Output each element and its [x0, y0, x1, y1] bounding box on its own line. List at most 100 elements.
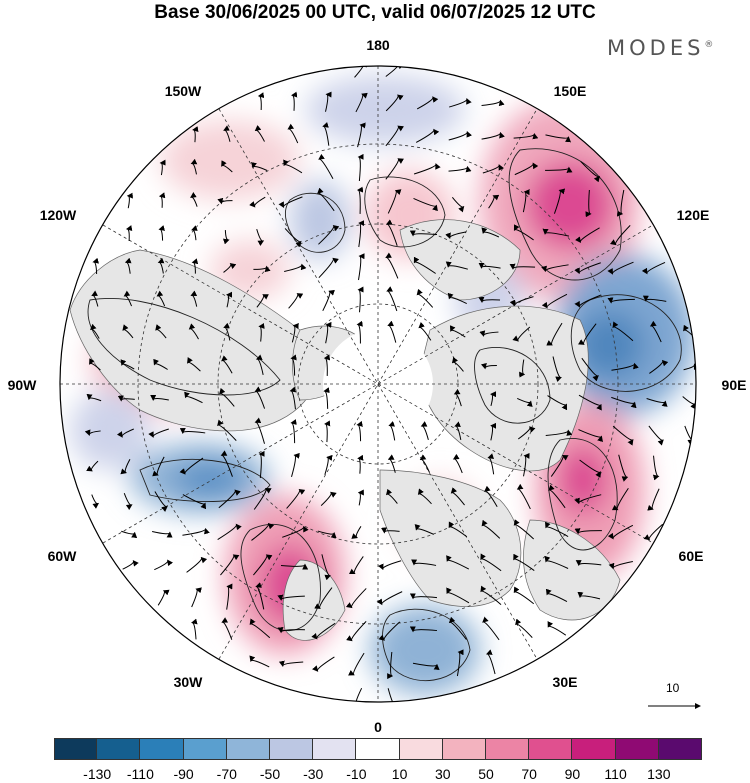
wind-vector-arrow [182, 527, 210, 536]
colorbar-tick-label: 50 [478, 766, 494, 782]
colorbar-tick-label: -130 [83, 766, 112, 782]
wind-vector-arrow [481, 131, 505, 140]
wind-vector-arrow [325, 321, 332, 344]
wind-vector-arrow [448, 165, 472, 173]
wind-vector-arrow [179, 457, 204, 475]
wind-vector-arrow [448, 521, 468, 538]
wind-vector-arrow [154, 491, 168, 512]
wind-vector-arrow [355, 92, 368, 113]
wind-vector-arrow [387, 454, 396, 473]
wind-vector-arrow [117, 395, 135, 402]
colorbar [54, 738, 702, 760]
wind-vector-arrow [123, 493, 133, 511]
colorbar-segment [313, 738, 357, 760]
wind-vector-arrow [417, 488, 432, 505]
colorbar-tick-label: -70 [216, 766, 237, 782]
wind-vector-arrow [91, 494, 100, 509]
wind-vector-arrow [84, 429, 101, 437]
wind-vector-arrow [517, 398, 533, 408]
modes-logo: MODES® [607, 36, 713, 60]
wind-vector-arrow [514, 162, 539, 176]
wind-vector-arrow [446, 555, 470, 570]
wind-vector-arrow [412, 662, 440, 670]
wind-vector-arrow [420, 421, 429, 441]
wind-vector-arrow [356, 420, 363, 442]
wind-vector-arrow [612, 321, 634, 342]
wind-vector-arrow [378, 621, 401, 641]
wind-vector-arrow [150, 394, 169, 401]
wind-vector-arrow [116, 428, 134, 438]
wind-vector-arrow [411, 559, 437, 566]
wind-vector-arrow [223, 262, 237, 273]
colorbar-segment [140, 738, 184, 760]
wind-vector-arrow [547, 621, 567, 636]
wind-vector-arrow [449, 98, 472, 108]
wind-vector-arrow [378, 560, 402, 571]
wind-vector-arrow [612, 425, 634, 446]
colorbar-segment [226, 738, 270, 760]
wind-vector-arrow [387, 651, 394, 680]
colorbar-segment [658, 738, 702, 760]
wind-vector-arrow [517, 426, 536, 440]
wind-vector-arrow [387, 189, 402, 214]
wind-vector-arrow [509, 263, 536, 270]
wind-vector-arrow [317, 187, 335, 212]
wind-vector-arrow [481, 362, 497, 370]
wind-vector-arrow [574, 294, 601, 308]
wind-vector-arrow [249, 655, 270, 668]
colorbar-tick-label: 130 [647, 766, 671, 782]
colorbar-segment [97, 738, 141, 760]
wind-vector-arrow [545, 134, 572, 143]
registered-mark: ® [704, 40, 714, 50]
wind-vector-arrow [548, 484, 566, 509]
lon-label-30w: 30W [174, 674, 204, 690]
colorbar-tick-label: 10 [391, 766, 408, 782]
wind-vector-arrow [513, 224, 534, 241]
wind-vector-arrow [649, 359, 669, 374]
wind-vector-arrow [452, 453, 463, 474]
wind-vector-arrow [648, 425, 664, 446]
wind-vector-arrow [453, 388, 462, 407]
wind-vector-arrow [320, 491, 337, 506]
wind-vector-arrow [385, 66, 404, 77]
wind-vector-arrow [348, 652, 365, 676]
wind-vector-arrow [358, 220, 365, 248]
wind-vector-arrow [312, 656, 335, 672]
wind-vector-arrow [179, 428, 206, 435]
wind-vector-arrow [345, 588, 367, 609]
colorbar-segment [183, 738, 227, 760]
wind-vector-arrow [291, 452, 300, 477]
wind-vector-arrow [409, 593, 438, 600]
wind-vector-arrow [188, 323, 199, 340]
wind-vector-arrow [545, 588, 568, 603]
wind-vector-arrow [478, 262, 501, 269]
wind-vector-arrow [253, 488, 272, 510]
colorbar-segment [572, 738, 616, 760]
lon-label-90w: 90W [8, 377, 38, 393]
wind-vector-arrow [356, 320, 363, 344]
wind-vector-arrow [86, 460, 99, 472]
wind-vector-arrow [484, 485, 498, 508]
wind-vector-arrow [318, 225, 340, 245]
wind-vector-arrow [357, 153, 364, 182]
wind-vector-arrow [286, 488, 306, 509]
wind-vector-arrow [552, 356, 562, 383]
wind-vector-arrow [121, 530, 138, 539]
wind-vector-arrow [487, 453, 495, 475]
colorbar-tick-label: 30 [435, 766, 451, 782]
wind-vector-arrow [191, 587, 202, 608]
wind-vector-arrow [290, 419, 297, 444]
wind-vector-arrow [509, 296, 534, 307]
wind-vector-arrow [356, 186, 364, 214]
colorbar-segment [486, 738, 530, 760]
wind-vector-arrow [277, 627, 305, 634]
wind-vector-arrow [385, 219, 398, 246]
wind-vector-arrow [158, 192, 166, 208]
wind-vector-arrow [217, 197, 233, 205]
wind-vector-arrow [480, 553, 502, 572]
wind-vector-arrow [451, 197, 465, 213]
colorbar-segment [442, 738, 486, 760]
wind-vector-arrow [254, 124, 265, 142]
wind-vector-arrow [413, 163, 441, 175]
wind-vector-arrow [123, 290, 133, 307]
